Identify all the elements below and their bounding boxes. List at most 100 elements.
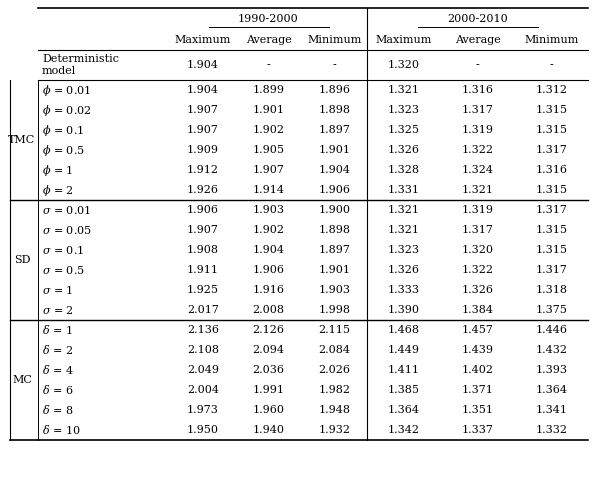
Text: 1.317: 1.317 bbox=[462, 105, 493, 115]
Text: 1.328: 1.328 bbox=[388, 165, 420, 175]
Text: 1.907: 1.907 bbox=[252, 165, 284, 175]
Text: 1.371: 1.371 bbox=[462, 385, 493, 395]
Text: 2.004: 2.004 bbox=[187, 385, 219, 395]
Text: 1.905: 1.905 bbox=[252, 145, 284, 155]
Text: 2.026: 2.026 bbox=[318, 365, 350, 375]
Text: 1.912: 1.912 bbox=[187, 165, 219, 175]
Text: 1.446: 1.446 bbox=[535, 325, 567, 335]
Text: 1.384: 1.384 bbox=[462, 305, 493, 315]
Text: 1.333: 1.333 bbox=[388, 285, 420, 295]
Text: 1.902: 1.902 bbox=[252, 225, 284, 235]
Text: Minimum: Minimum bbox=[307, 35, 361, 45]
Text: 1.321: 1.321 bbox=[388, 85, 420, 95]
Text: 1.932: 1.932 bbox=[318, 425, 350, 435]
Text: 1.991: 1.991 bbox=[252, 385, 284, 395]
Text: 1.320: 1.320 bbox=[462, 245, 493, 255]
Text: 1.323: 1.323 bbox=[388, 245, 420, 255]
Text: TMC: TMC bbox=[8, 135, 36, 145]
Text: Average: Average bbox=[246, 35, 292, 45]
Text: 2.084: 2.084 bbox=[318, 345, 350, 355]
Text: 1.904: 1.904 bbox=[318, 165, 350, 175]
Text: 1.318: 1.318 bbox=[535, 285, 567, 295]
Text: $\phi$ = 2: $\phi$ = 2 bbox=[42, 183, 74, 197]
Text: 1.901: 1.901 bbox=[318, 265, 350, 275]
Text: 1.908: 1.908 bbox=[187, 245, 219, 255]
Text: $\delta$ = 8: $\delta$ = 8 bbox=[42, 404, 73, 417]
Text: 1.324: 1.324 bbox=[462, 165, 493, 175]
Text: 1.973: 1.973 bbox=[187, 405, 219, 415]
Text: 2.126: 2.126 bbox=[252, 325, 284, 335]
Text: $\sigma$ = 1: $\sigma$ = 1 bbox=[42, 284, 74, 296]
Text: 1.321: 1.321 bbox=[388, 225, 420, 235]
Text: 1.351: 1.351 bbox=[462, 405, 493, 415]
Text: 1.315: 1.315 bbox=[535, 185, 567, 195]
Text: 1.904: 1.904 bbox=[252, 245, 284, 255]
Text: 1.899: 1.899 bbox=[252, 85, 284, 95]
Text: 1.457: 1.457 bbox=[462, 325, 493, 335]
Text: 1.331: 1.331 bbox=[388, 185, 420, 195]
Text: $\sigma$ = 0.01: $\sigma$ = 0.01 bbox=[42, 204, 91, 216]
Text: 1.321: 1.321 bbox=[462, 185, 493, 195]
Text: 1.948: 1.948 bbox=[318, 405, 350, 415]
Text: 1.439: 1.439 bbox=[462, 345, 493, 355]
Text: 1.449: 1.449 bbox=[388, 345, 420, 355]
Text: 2.115: 2.115 bbox=[318, 325, 350, 335]
Text: $\sigma$ = 0.5: $\sigma$ = 0.5 bbox=[42, 264, 85, 276]
Text: 2.008: 2.008 bbox=[252, 305, 284, 315]
Text: $\phi$ = 0.01: $\phi$ = 0.01 bbox=[42, 82, 91, 98]
Text: 1.940: 1.940 bbox=[252, 425, 284, 435]
Text: 1.904: 1.904 bbox=[187, 60, 219, 70]
Text: 1.925: 1.925 bbox=[187, 285, 219, 295]
Text: Minimum: Minimum bbox=[524, 35, 578, 45]
Text: 1.909: 1.909 bbox=[187, 145, 219, 155]
Text: 1.325: 1.325 bbox=[388, 125, 420, 135]
Text: -: - bbox=[549, 60, 553, 70]
Text: 1.901: 1.901 bbox=[252, 105, 284, 115]
Text: 1.375: 1.375 bbox=[536, 305, 567, 315]
Text: SD: SD bbox=[14, 255, 30, 265]
Text: 1.321: 1.321 bbox=[388, 205, 420, 215]
Text: $\phi$ = 0.5: $\phi$ = 0.5 bbox=[42, 142, 85, 158]
Text: 1.393: 1.393 bbox=[535, 365, 567, 375]
Text: 1.315: 1.315 bbox=[535, 225, 567, 235]
Text: -: - bbox=[267, 60, 270, 70]
Text: 1.317: 1.317 bbox=[536, 265, 567, 275]
Text: 1.315: 1.315 bbox=[535, 105, 567, 115]
Text: 1.316: 1.316 bbox=[462, 85, 493, 95]
Text: 1.402: 1.402 bbox=[462, 365, 493, 375]
Text: 1.326: 1.326 bbox=[388, 145, 420, 155]
Text: 1.900: 1.900 bbox=[318, 205, 350, 215]
Text: 1.914: 1.914 bbox=[252, 185, 284, 195]
Text: 1.364: 1.364 bbox=[388, 405, 420, 415]
Text: 1.411: 1.411 bbox=[388, 365, 420, 375]
Text: 1.896: 1.896 bbox=[318, 85, 350, 95]
Text: 1.907: 1.907 bbox=[187, 225, 219, 235]
Text: 1.926: 1.926 bbox=[187, 185, 219, 195]
Text: -: - bbox=[332, 60, 336, 70]
Text: 1.898: 1.898 bbox=[318, 105, 350, 115]
Text: 1.315: 1.315 bbox=[535, 125, 567, 135]
Text: 1.326: 1.326 bbox=[388, 265, 420, 275]
Text: 1.342: 1.342 bbox=[388, 425, 420, 435]
Text: 1.950: 1.950 bbox=[187, 425, 219, 435]
Text: Maximum: Maximum bbox=[175, 35, 231, 45]
Text: 2.049: 2.049 bbox=[187, 365, 219, 375]
Text: $\sigma$ = 2: $\sigma$ = 2 bbox=[42, 304, 74, 316]
Text: 2000-2010: 2000-2010 bbox=[447, 14, 508, 24]
Text: $\phi$ = 1: $\phi$ = 1 bbox=[42, 163, 74, 178]
Text: 1.906: 1.906 bbox=[318, 185, 350, 195]
Text: MC: MC bbox=[12, 375, 32, 385]
Text: 1.332: 1.332 bbox=[535, 425, 567, 435]
Text: 1.468: 1.468 bbox=[388, 325, 420, 335]
Text: 1.317: 1.317 bbox=[536, 145, 567, 155]
Text: Average: Average bbox=[455, 35, 500, 45]
Text: 2.108: 2.108 bbox=[187, 345, 219, 355]
Text: 1.906: 1.906 bbox=[252, 265, 284, 275]
Text: $\sigma$ = 0.1: $\sigma$ = 0.1 bbox=[42, 244, 84, 256]
Text: -: - bbox=[475, 60, 480, 70]
Text: 1.982: 1.982 bbox=[318, 385, 350, 395]
Text: 2.017: 2.017 bbox=[187, 305, 219, 315]
Text: 1.319: 1.319 bbox=[462, 125, 493, 135]
Text: $\delta$ = 6: $\delta$ = 6 bbox=[42, 383, 73, 396]
Text: $\sigma$ = 0.05: $\sigma$ = 0.05 bbox=[42, 224, 92, 236]
